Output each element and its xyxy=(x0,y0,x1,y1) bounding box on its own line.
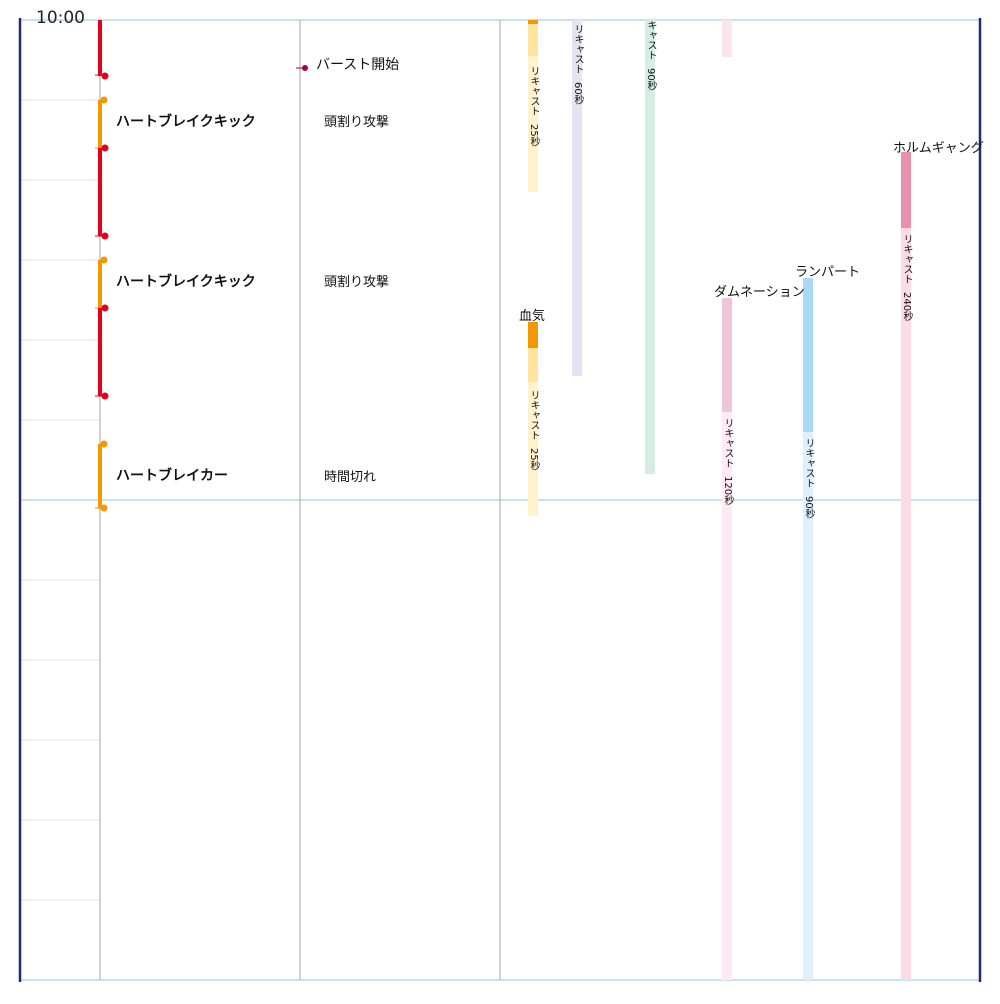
recast-value: 60秒 xyxy=(572,82,583,105)
ability-recast-bar xyxy=(528,382,538,516)
segment-dot xyxy=(100,96,108,104)
recast-value: 25秒 xyxy=(528,124,539,147)
segment-dot xyxy=(100,256,108,264)
ability-recast-bar xyxy=(528,56,538,192)
warn-segment xyxy=(98,100,102,148)
ability-name-damnation: ダムネーション xyxy=(714,285,805,300)
recast-text: リキャスト xyxy=(901,234,912,284)
segment-dot xyxy=(101,232,109,240)
burst-dot xyxy=(302,65,308,71)
ability-recast-bar xyxy=(572,20,582,376)
segment-dot xyxy=(101,144,109,152)
recast-text: リキャスト xyxy=(803,438,814,488)
event-label-burst: バースト開始 xyxy=(316,57,400,73)
recast-label: リキャスト 90秒 xyxy=(803,438,814,519)
segment-dot xyxy=(101,304,109,312)
segment-dot xyxy=(100,504,108,512)
recast-label: リキャスト 120秒 xyxy=(722,418,733,506)
ability-recast-bar xyxy=(803,432,813,980)
ability-name-blood: 血気 xyxy=(519,309,546,324)
recast-value: 120秒 xyxy=(722,476,733,506)
ability-recast-bar xyxy=(722,412,732,980)
ability-recast-bar xyxy=(722,20,732,57)
recast-value: 90秒 xyxy=(803,496,814,519)
recast-label: リキャスト 25秒 xyxy=(528,66,539,147)
segment-dot xyxy=(101,72,109,80)
event-note: 頭割り攻撃 xyxy=(324,115,390,130)
event-label: ハートブレイクキック xyxy=(116,274,256,290)
time-label: 10:00 xyxy=(36,8,85,28)
recast-label: キャスト 90秒 xyxy=(645,20,656,91)
recast-label: リキャスト 240秒 xyxy=(901,234,912,322)
ability-recast-bar xyxy=(528,348,538,382)
recast-value: 25秒 xyxy=(528,448,539,471)
event-note: 時間切れ xyxy=(324,470,377,485)
recast-text: リキャスト xyxy=(572,24,583,74)
event-label: ハートブレイカー xyxy=(116,468,228,484)
ability-active-bar xyxy=(528,322,538,348)
recast-label: リキャスト 25秒 xyxy=(528,390,539,471)
ability-bars xyxy=(528,20,911,980)
recast-text: キャスト xyxy=(645,20,656,60)
action-track xyxy=(95,20,109,512)
ability-name-rampart: ランパート xyxy=(795,265,861,280)
danger-segment xyxy=(98,20,102,76)
ability-recast-bar xyxy=(528,24,538,56)
segment-dot xyxy=(100,440,108,448)
recast-label: リキャスト 60秒 xyxy=(572,24,583,105)
danger-segment xyxy=(98,148,102,236)
ability-recast-bar xyxy=(645,20,655,474)
recast-value: 90秒 xyxy=(645,68,656,91)
danger-segment xyxy=(98,308,102,396)
warn-segment xyxy=(98,260,102,308)
ability-active-bar xyxy=(528,20,538,24)
ability-name-holmgang: ホルムギャング xyxy=(893,141,984,156)
ability-active-bar xyxy=(722,298,732,412)
recast-text: リキャスト xyxy=(722,418,733,468)
ability-recast-bar xyxy=(901,228,911,980)
ability-active-bar xyxy=(803,278,813,432)
recast-value: 240秒 xyxy=(901,292,912,322)
event-label: ハートブレイクキック xyxy=(116,114,256,130)
warn-segment xyxy=(98,444,102,508)
segment-dot xyxy=(101,392,109,400)
recast-text: リキャスト xyxy=(528,66,539,116)
recast-text: リキャスト xyxy=(528,390,539,440)
event-note: 頭割り攻撃 xyxy=(324,275,390,290)
ability-active-bar xyxy=(901,152,911,228)
grid-rows xyxy=(20,99,100,901)
